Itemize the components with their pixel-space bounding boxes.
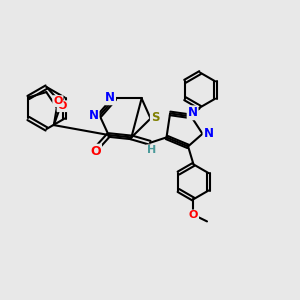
Text: O: O [53, 96, 63, 106]
Text: N: N [188, 106, 198, 119]
Text: O: O [58, 101, 67, 111]
Text: N: N [203, 127, 214, 140]
Text: N: N [88, 109, 99, 122]
Text: O: O [90, 145, 101, 158]
Text: O: O [189, 210, 198, 220]
Text: S: S [151, 111, 159, 124]
Text: H: H [147, 145, 156, 155]
Text: N: N [105, 91, 115, 104]
